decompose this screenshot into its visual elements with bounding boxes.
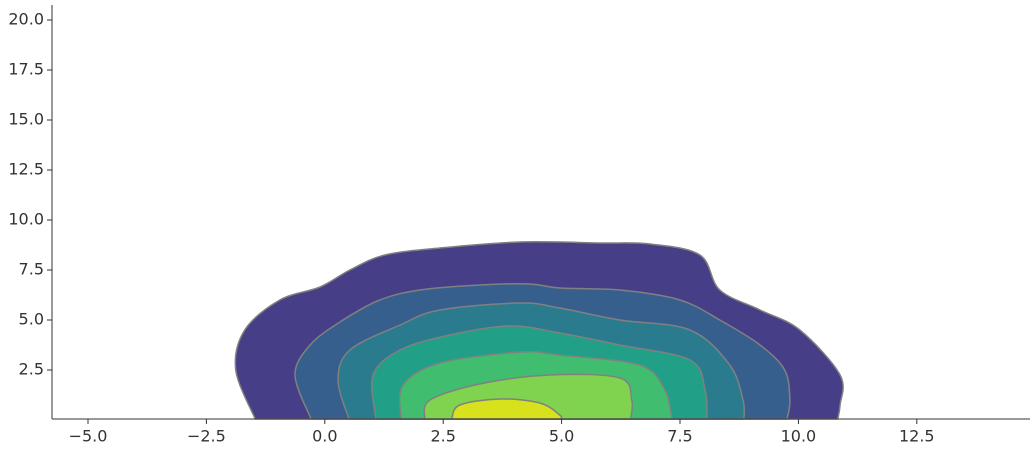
x-tick-label: 5.0 xyxy=(549,427,574,446)
y-tick-label: 12.5 xyxy=(8,160,44,179)
y-tick-label: 5.0 xyxy=(19,310,44,329)
x-tick-label: 12.5 xyxy=(899,427,935,446)
y-tick-label: 17.5 xyxy=(8,60,44,79)
x-tick-label: 7.5 xyxy=(667,427,692,446)
x-tick-label: 0.0 xyxy=(312,427,337,446)
x-tick-label: −2.5 xyxy=(187,427,226,446)
contour-level xyxy=(450,398,563,420)
y-tick-label: 7.5 xyxy=(19,260,44,279)
x-tick-label: −5.0 xyxy=(69,427,108,446)
y-tick-label: 2.5 xyxy=(19,360,44,379)
x-tick-label: 10.0 xyxy=(781,427,817,446)
y-tick-label: 10.0 xyxy=(8,210,44,229)
y-tick-label: 20.0 xyxy=(8,10,44,29)
x-tick-label: 2.5 xyxy=(430,427,455,446)
y-tick-label: 15.0 xyxy=(8,110,44,129)
